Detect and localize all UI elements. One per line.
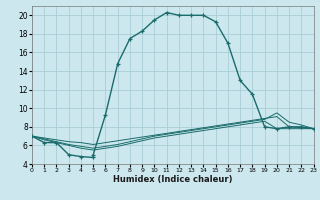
X-axis label: Humidex (Indice chaleur): Humidex (Indice chaleur): [113, 175, 233, 184]
